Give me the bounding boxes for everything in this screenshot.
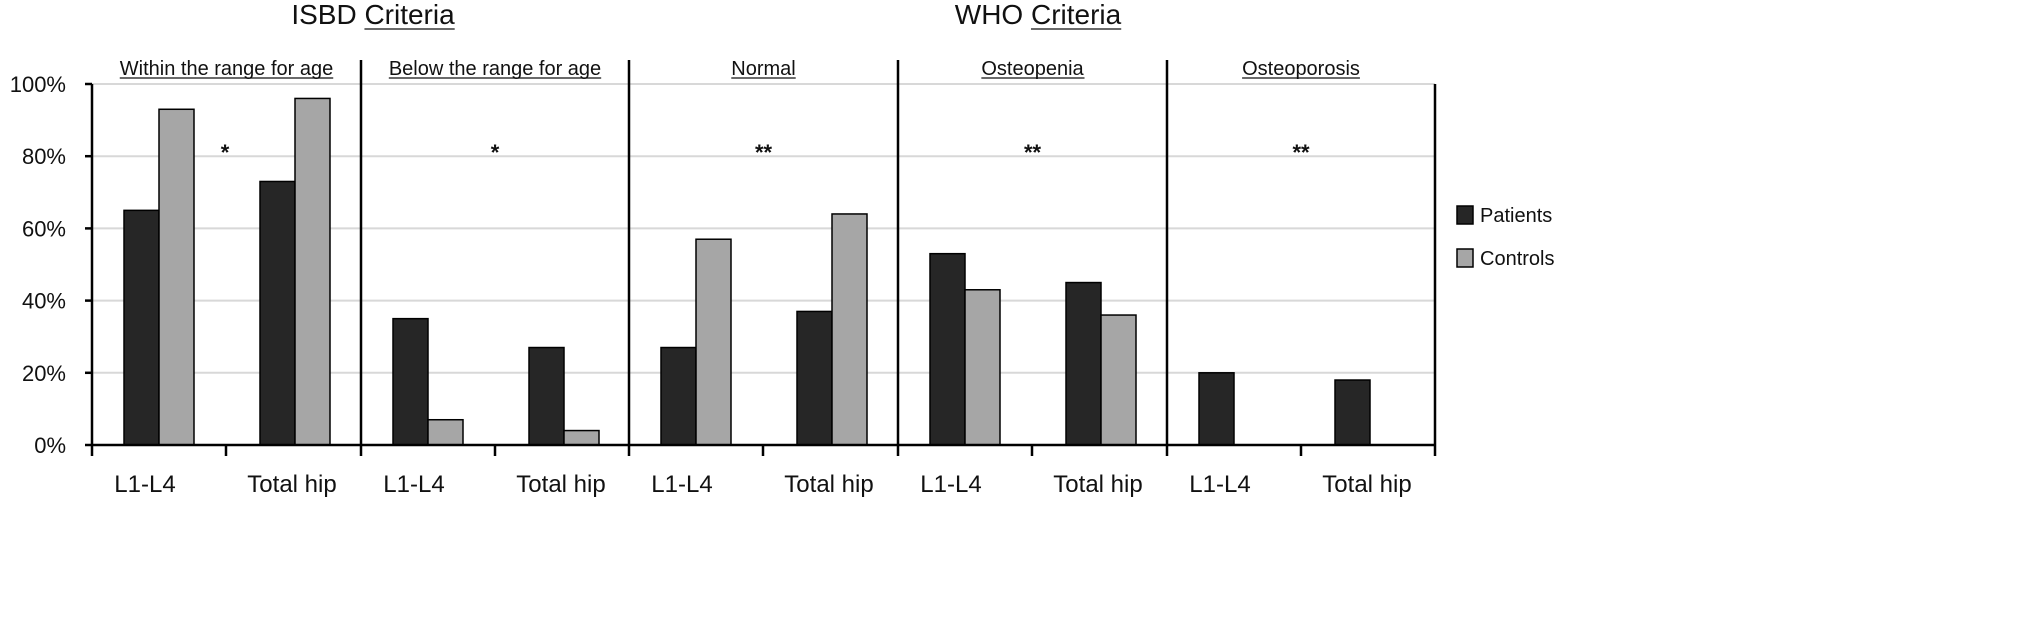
x-category-label: Total hip — [247, 471, 336, 497]
legend-label-patients: Patients — [1480, 205, 1552, 227]
panel-title: Normal — [731, 58, 795, 80]
x-category-label: Total hip — [784, 471, 873, 497]
bar-patients — [929, 252, 966, 446]
x-category-label: L1-L4 — [383, 471, 444, 497]
significance-marker: * — [491, 140, 500, 165]
bar-patients — [528, 346, 565, 446]
y-tick-label: 20% — [22, 361, 66, 386]
bar-patients — [796, 310, 833, 446]
x-category-label: L1-L4 — [1189, 471, 1250, 497]
group-title-who: WHO Criteria — [955, 0, 1122, 30]
x-category-label: Total hip — [516, 471, 605, 497]
y-tick-label: 80% — [22, 144, 66, 169]
x-category-label: Total hip — [1053, 471, 1142, 497]
bar-patients — [1198, 372, 1235, 446]
bar-controls — [964, 289, 1001, 446]
x-category-label: L1-L4 — [651, 471, 712, 497]
bar-controls — [427, 418, 464, 446]
significance-marker: ** — [1292, 140, 1310, 165]
x-category-label: L1-L4 — [920, 471, 981, 497]
bar-controls — [294, 97, 331, 446]
bar-controls — [831, 213, 868, 446]
bar-controls — [158, 108, 195, 446]
legend-swatch-patients — [1456, 205, 1474, 225]
legend-label-controls: Controls — [1480, 248, 1554, 270]
grouped-bar-chart: 0% 20% 40% 60% 80% 100% Within the range for a… — [10, 0, 1555, 497]
significance-marker: * — [221, 140, 230, 165]
x-category-label: L1-L4 — [114, 471, 175, 497]
y-tick-label: 0% — [34, 433, 66, 458]
group-title-isbd: ISBD Criteria — [291, 0, 455, 30]
y-tick-label: 40% — [22, 289, 66, 314]
x-category-label: Total hip — [1322, 471, 1411, 497]
y-tick-label: 60% — [22, 216, 66, 241]
y-tick-label: 100% — [10, 72, 66, 97]
bar-patients — [259, 180, 296, 446]
bar-patients — [123, 209, 160, 446]
bar-patients — [660, 346, 697, 446]
panel-title: Osteopenia — [981, 58, 1084, 80]
bar-controls — [695, 238, 732, 446]
bar-patients — [1334, 379, 1371, 446]
panel-title: Osteoporosis — [1242, 58, 1360, 80]
panel-title: Below the range for age — [389, 58, 601, 80]
legend-swatch-controls — [1456, 248, 1474, 268]
significance-marker: ** — [1024, 140, 1042, 165]
bar-controls — [1100, 314, 1137, 446]
bar-patients — [392, 317, 429, 446]
bar-patients — [1065, 281, 1102, 446]
panel-title: Within the range for age — [120, 58, 333, 80]
significance-marker: ** — [755, 140, 773, 165]
bar-controls — [563, 429, 600, 446]
